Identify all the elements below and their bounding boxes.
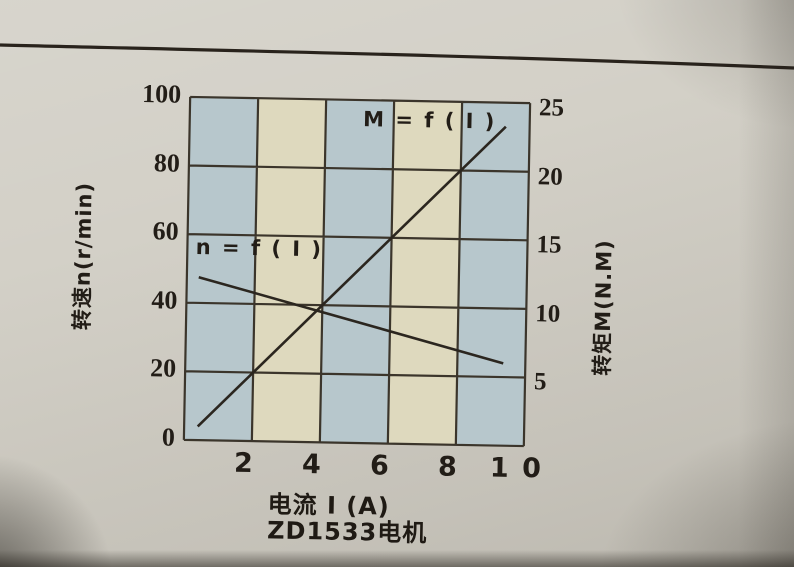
column-band-5 [455, 101, 531, 447]
left-axis-title: 转速n(r/min) [69, 181, 97, 331]
left-axis-tick-80: 80 [153, 147, 181, 178]
torque-curve-label: M = f ( I ) [362, 107, 497, 134]
column-band-4 [387, 100, 463, 445]
right-axis-title: 转矩M(N.M) [590, 239, 617, 377]
left-axis-tick-100: 100 [141, 79, 182, 109]
column-band-1 [183, 96, 259, 442]
left-axis-tick-20: 20 [149, 353, 177, 384]
left-axis-tick-40: 40 [151, 285, 178, 315]
x-axis-tick-10: 1 0 [489, 452, 544, 485]
left-axis-tick-0: 0 [161, 422, 176, 452]
column-band-2 [251, 98, 327, 443]
speed-curve-label: n = f ( I ) [195, 235, 324, 262]
chart-title: ZD1533电机 [266, 516, 428, 548]
right-axis-tick-25: 25 [538, 94, 565, 122]
